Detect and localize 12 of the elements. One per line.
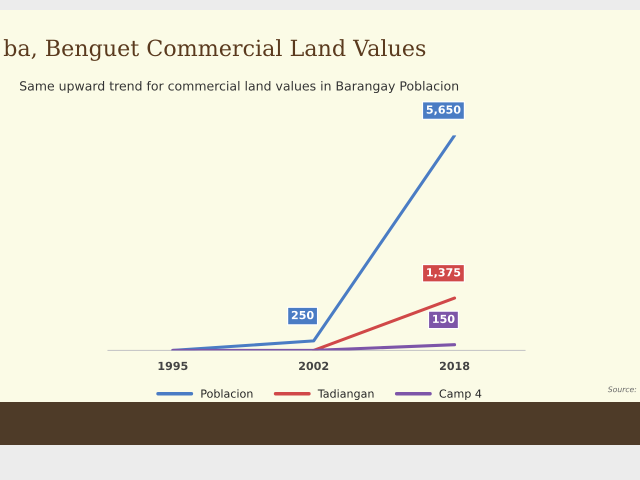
data-label: 1,375 (427, 268, 460, 278)
chart-subtitle: Same upward trend for commercial land values in Barangay Poblacion (20, 80, 458, 94)
data-label: 5,650 (426, 105, 460, 116)
legend-label: Poblacion (201, 389, 252, 398)
x-tick-label: 2002 (299, 362, 328, 370)
chart-title: ba, Benguet Commercial Land Values (4, 39, 426, 61)
x-tick-label: 2018 (440, 362, 470, 370)
x-tick-label: 1995 (158, 362, 188, 370)
data-label: 150 (433, 314, 455, 324)
legend-label: Camp 4 (440, 389, 482, 400)
legend-label: Tadiangan (318, 389, 374, 400)
data-label: 250 (292, 310, 314, 320)
